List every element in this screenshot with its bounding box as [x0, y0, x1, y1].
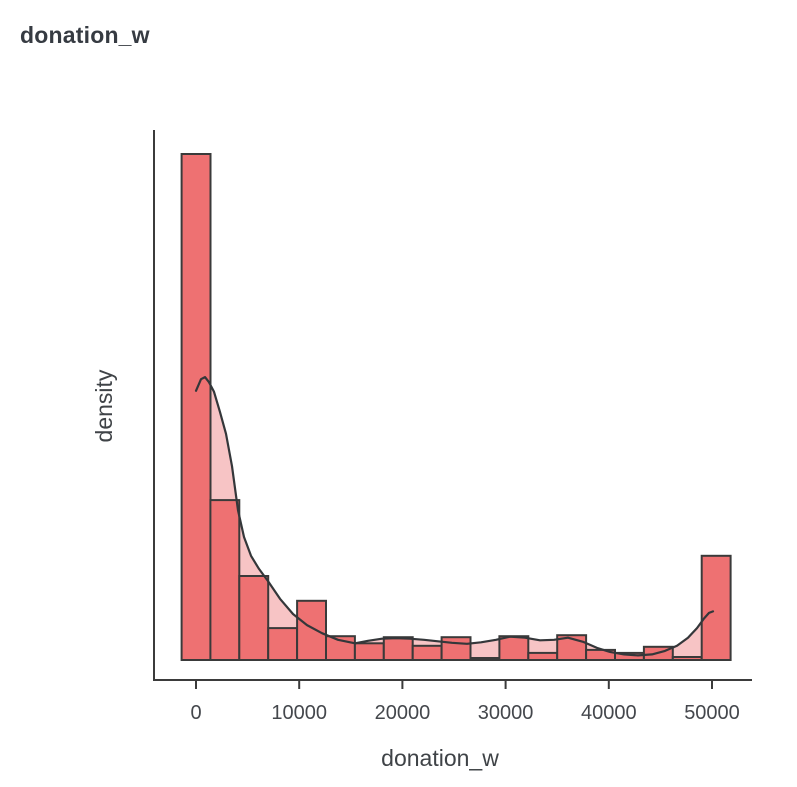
- histogram-bar: [469, 657, 501, 661]
- histogram-bar: [180, 153, 212, 661]
- histogram-bar: [382, 636, 414, 662]
- histogram-bar: [671, 656, 703, 661]
- histogram-bar: [353, 642, 385, 661]
- kde-area: [196, 377, 713, 660]
- histogram-bar: [700, 554, 732, 661]
- y-axis-label: density: [91, 369, 117, 442]
- x-axis-tick-label: 10000: [271, 702, 327, 724]
- kde-area-group: [196, 377, 713, 660]
- histogram-bar: [267, 627, 299, 661]
- histogram-bar: [296, 599, 328, 661]
- histogram-bars-group: [180, 153, 732, 662]
- x-axis-tick-label: 50000: [684, 702, 740, 724]
- histogram-bar: [498, 635, 530, 662]
- histogram-bar: [411, 644, 443, 661]
- x-axis-label: donation_w: [381, 745, 499, 771]
- x-axis-tick-label: 20000: [375, 702, 431, 724]
- x-axis-tick-label: 0: [190, 702, 201, 724]
- x-axis-tick-label: 30000: [478, 702, 534, 724]
- histogram-bar: [238, 575, 270, 661]
- kde-curve-group: [194, 376, 715, 657]
- histogram-bar: [440, 636, 472, 662]
- x-axis-ticks-group: 0 10000 20000 30000 40000 50000: [190, 681, 740, 724]
- x-axis-tick-label: 40000: [581, 702, 637, 724]
- histogram-bar: [209, 499, 241, 661]
- kde-curve: [194, 376, 715, 657]
- page-title: donation_w: [20, 22, 150, 48]
- histogram-bar: [527, 651, 559, 662]
